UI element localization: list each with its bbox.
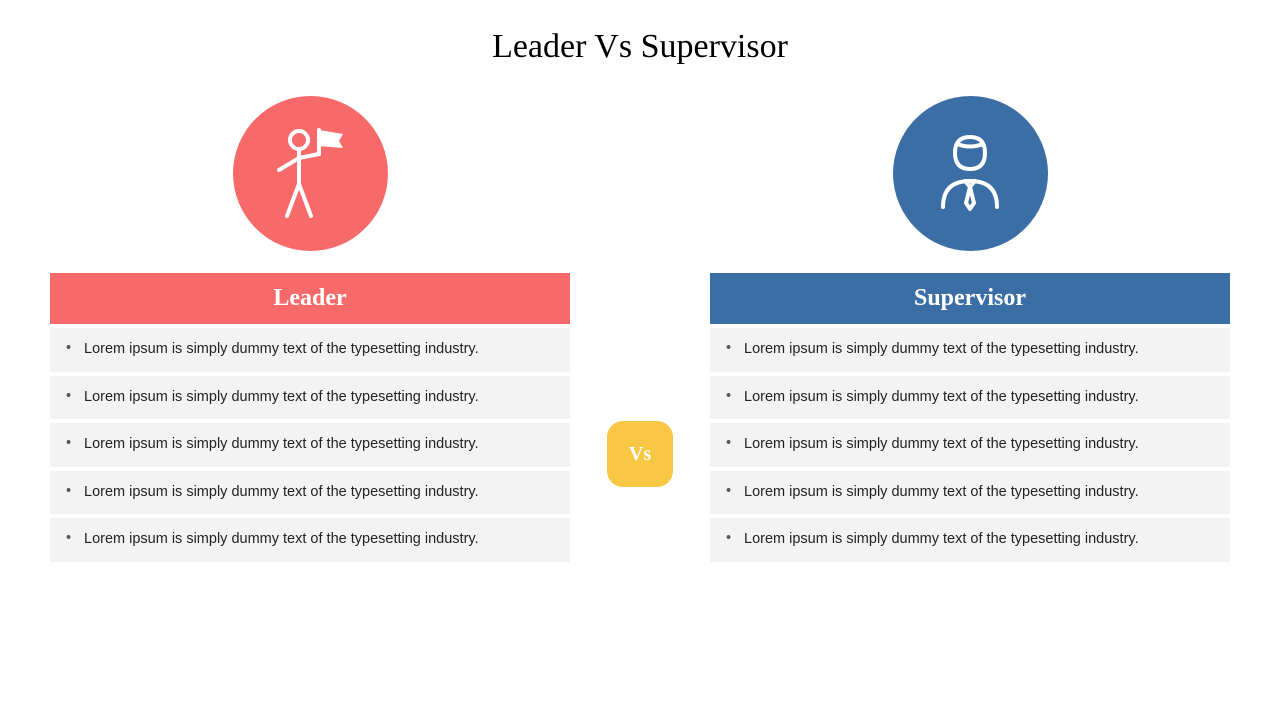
vs-badge: Vs (607, 421, 673, 487)
list-item: Lorem ipsum is simply dummy text of the … (50, 471, 570, 515)
list-item: Lorem ipsum is simply dummy text of the … (710, 471, 1230, 515)
supervisor-person-icon (925, 129, 1015, 219)
list-item: Lorem ipsum is simply dummy text of the … (710, 518, 1230, 562)
list-item: Lorem ipsum is simply dummy text of the … (50, 518, 570, 562)
list-item: Lorem ipsum is simply dummy text of the … (710, 328, 1230, 372)
list-item: Lorem ipsum is simply dummy text of the … (710, 423, 1230, 467)
supervisor-column: Supervisor Lorem ipsum is simply dummy t… (710, 96, 1230, 562)
leader-circle-wrap (50, 96, 570, 251)
leader-flag-icon (265, 124, 355, 224)
list-item: Lorem ipsum is simply dummy text of the … (50, 328, 570, 372)
list-item: Lorem ipsum is simply dummy text of the … (50, 423, 570, 467)
list-item: Lorem ipsum is simply dummy text of the … (50, 376, 570, 420)
supervisor-circle (893, 96, 1048, 251)
comparison-container: Leader Lorem ipsum is simply dummy text … (0, 66, 1280, 562)
leader-column: Leader Lorem ipsum is simply dummy text … (50, 96, 570, 562)
supervisor-list: Lorem ipsum is simply dummy text of the … (710, 328, 1230, 562)
leader-circle (233, 96, 388, 251)
supervisor-header: Supervisor (710, 273, 1230, 324)
supervisor-circle-wrap (710, 96, 1230, 251)
leader-header: Leader (50, 273, 570, 324)
list-item: Lorem ipsum is simply dummy text of the … (710, 376, 1230, 420)
page-title: Leader Vs Supervisor (0, 0, 1280, 66)
leader-list: Lorem ipsum is simply dummy text of the … (50, 328, 570, 562)
